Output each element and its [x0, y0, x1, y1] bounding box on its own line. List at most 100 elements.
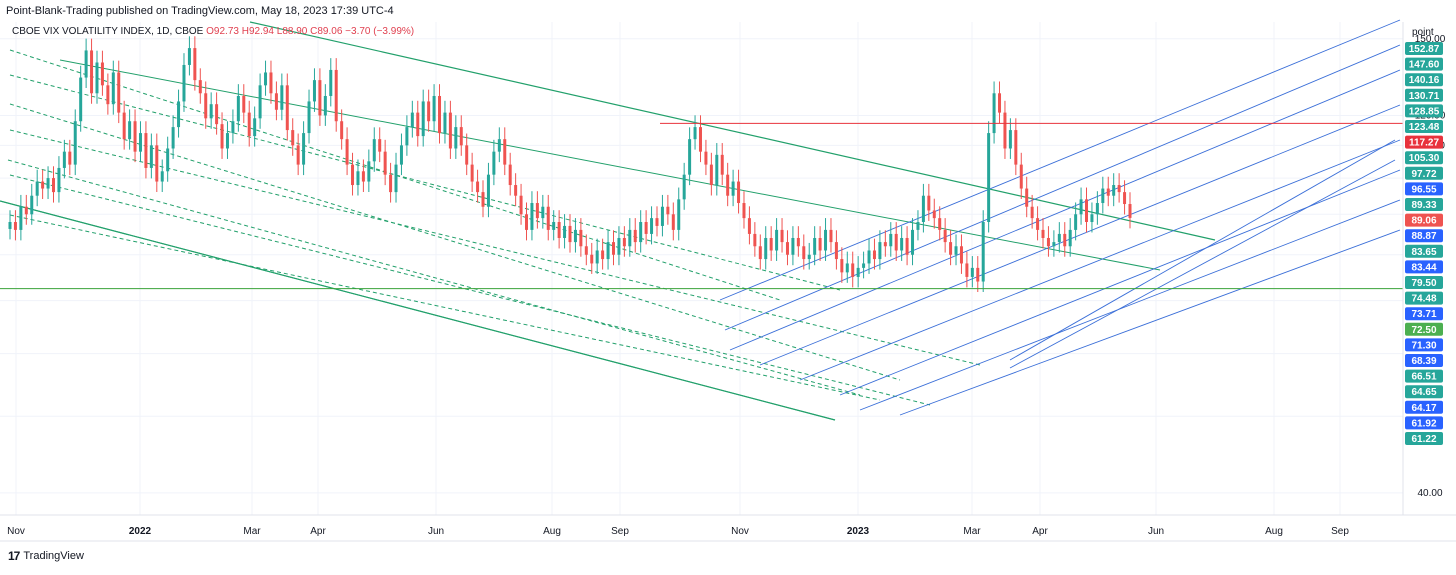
high-value: H92.94	[241, 26, 274, 37]
candle-body	[655, 218, 659, 226]
symbol-legend: CBOE VIX VOLATILITY INDEX, 1D, CBOE O92.…	[12, 26, 414, 37]
candle-body	[557, 222, 561, 238]
pitchfork-line[interactable]	[729, 69, 1401, 351]
candle-body	[981, 222, 985, 282]
candle-body	[215, 104, 219, 125]
time-tick-label: Apr	[310, 526, 326, 537]
candle-body	[30, 195, 34, 215]
candle-body	[959, 246, 963, 264]
price-label-text: 117.27	[1409, 138, 1439, 149]
price-label-badge	[1405, 229, 1443, 243]
candle-body	[1106, 188, 1110, 196]
pitchfork-line[interactable]	[1009, 159, 1396, 369]
candle-body	[1046, 237, 1050, 247]
candle-body	[1063, 233, 1067, 247]
candle-body	[182, 64, 186, 102]
pitchfork-line[interactable]	[1009, 139, 1396, 361]
candle-body	[323, 95, 327, 116]
candle-body	[486, 174, 490, 207]
candle-body	[671, 214, 675, 230]
close-value: C89.06	[310, 26, 343, 37]
candle-body	[791, 237, 795, 255]
tradingview-logo-icon[interactable]: 17	[8, 549, 20, 563]
candle-body	[1003, 112, 1007, 149]
candle-body	[856, 267, 860, 277]
channel-line[interactable]	[9, 103, 901, 381]
channel-lower-line[interactable]	[0, 200, 836, 421]
price-label-badge	[1405, 400, 1443, 414]
candle-body	[916, 222, 920, 230]
pitchfork-line[interactable]	[859, 199, 1401, 411]
candle-body	[225, 133, 229, 149]
candle-body	[340, 121, 344, 140]
candle-body	[144, 133, 148, 168]
candle-body	[785, 242, 789, 255]
time-tick-label: 2022	[129, 526, 152, 537]
candle-body	[1030, 206, 1034, 219]
time-tick-label: 2023	[847, 526, 870, 537]
candle-body	[236, 95, 240, 122]
candle-body	[399, 145, 403, 165]
price-label-text: 128.85	[1409, 106, 1440, 117]
candle-body	[454, 127, 458, 149]
candle-body	[943, 229, 947, 243]
candle-body	[1052, 242, 1056, 247]
candle-body	[813, 237, 817, 255]
symbol-title[interactable]: CBOE VIX VOLATILITY INDEX, 1D, CBOE	[12, 26, 204, 37]
channel-line[interactable]	[9, 49, 781, 301]
price-label-text: 147.60	[1409, 60, 1440, 71]
pitchfork-line[interactable]	[719, 19, 1401, 301]
candles	[8, 36, 1132, 292]
candle-body	[715, 154, 719, 186]
candle-body	[780, 229, 784, 243]
candle-body	[19, 206, 23, 230]
pitchfork-line[interactable]	[799, 139, 1401, 381]
price-label-text: 64.17	[1411, 403, 1436, 414]
candle-body	[394, 164, 398, 193]
price-scale: 150.00120.00110.0040.00152.87147.60140.1…	[1405, 34, 1446, 499]
candle-body	[438, 95, 442, 134]
channel-upper-line[interactable]	[249, 21, 1216, 241]
candle-body	[911, 229, 915, 255]
candle-body	[73, 121, 77, 165]
candle-body	[579, 229, 583, 247]
pitchfork-line[interactable]	[724, 44, 1401, 331]
candle-body	[427, 101, 431, 122]
price-label-badge	[1405, 385, 1443, 399]
candle-body	[351, 164, 355, 186]
candle-body	[198, 80, 202, 94]
candle-body	[51, 178, 55, 193]
channel-line[interactable]	[9, 74, 841, 291]
time-tick-label: Sep	[611, 526, 629, 537]
price-label-text: 83.65	[1411, 247, 1436, 258]
candle-body	[834, 242, 838, 260]
candle-body	[138, 133, 142, 152]
candle-body	[100, 62, 104, 86]
candle-body	[503, 139, 507, 165]
pitchfork-line[interactable]	[899, 229, 1401, 416]
candle-body	[133, 121, 137, 152]
candle-body	[818, 237, 822, 251]
candle-body	[862, 263, 866, 268]
candle-body	[280, 85, 284, 110]
candle-body	[617, 237, 621, 255]
brand-name[interactable]: TradingView	[23, 550, 84, 562]
channel-dashed-line[interactable]	[9, 129, 981, 366]
price-label-text: 64.65	[1411, 387, 1436, 398]
candle-body	[443, 112, 447, 134]
channel-dashed-line[interactable]	[9, 214, 881, 401]
channel-line[interactable]	[7, 159, 861, 396]
candle-body	[698, 127, 702, 152]
pitchfork-line[interactable]	[759, 104, 1401, 366]
candle-body	[932, 210, 936, 219]
time-tick-label: Mar	[243, 526, 261, 537]
candle-body	[247, 112, 251, 137]
time-scale[interactable]: Nov 2022 Mar Apr Jun Aug Sep Nov 2023 Mar Apr Jun Au…	[7, 526, 1349, 537]
candle-body	[845, 263, 849, 273]
candle-body	[546, 206, 550, 230]
candle-body	[726, 174, 730, 196]
candle-body	[1085, 199, 1089, 223]
candle-body	[274, 93, 278, 110]
